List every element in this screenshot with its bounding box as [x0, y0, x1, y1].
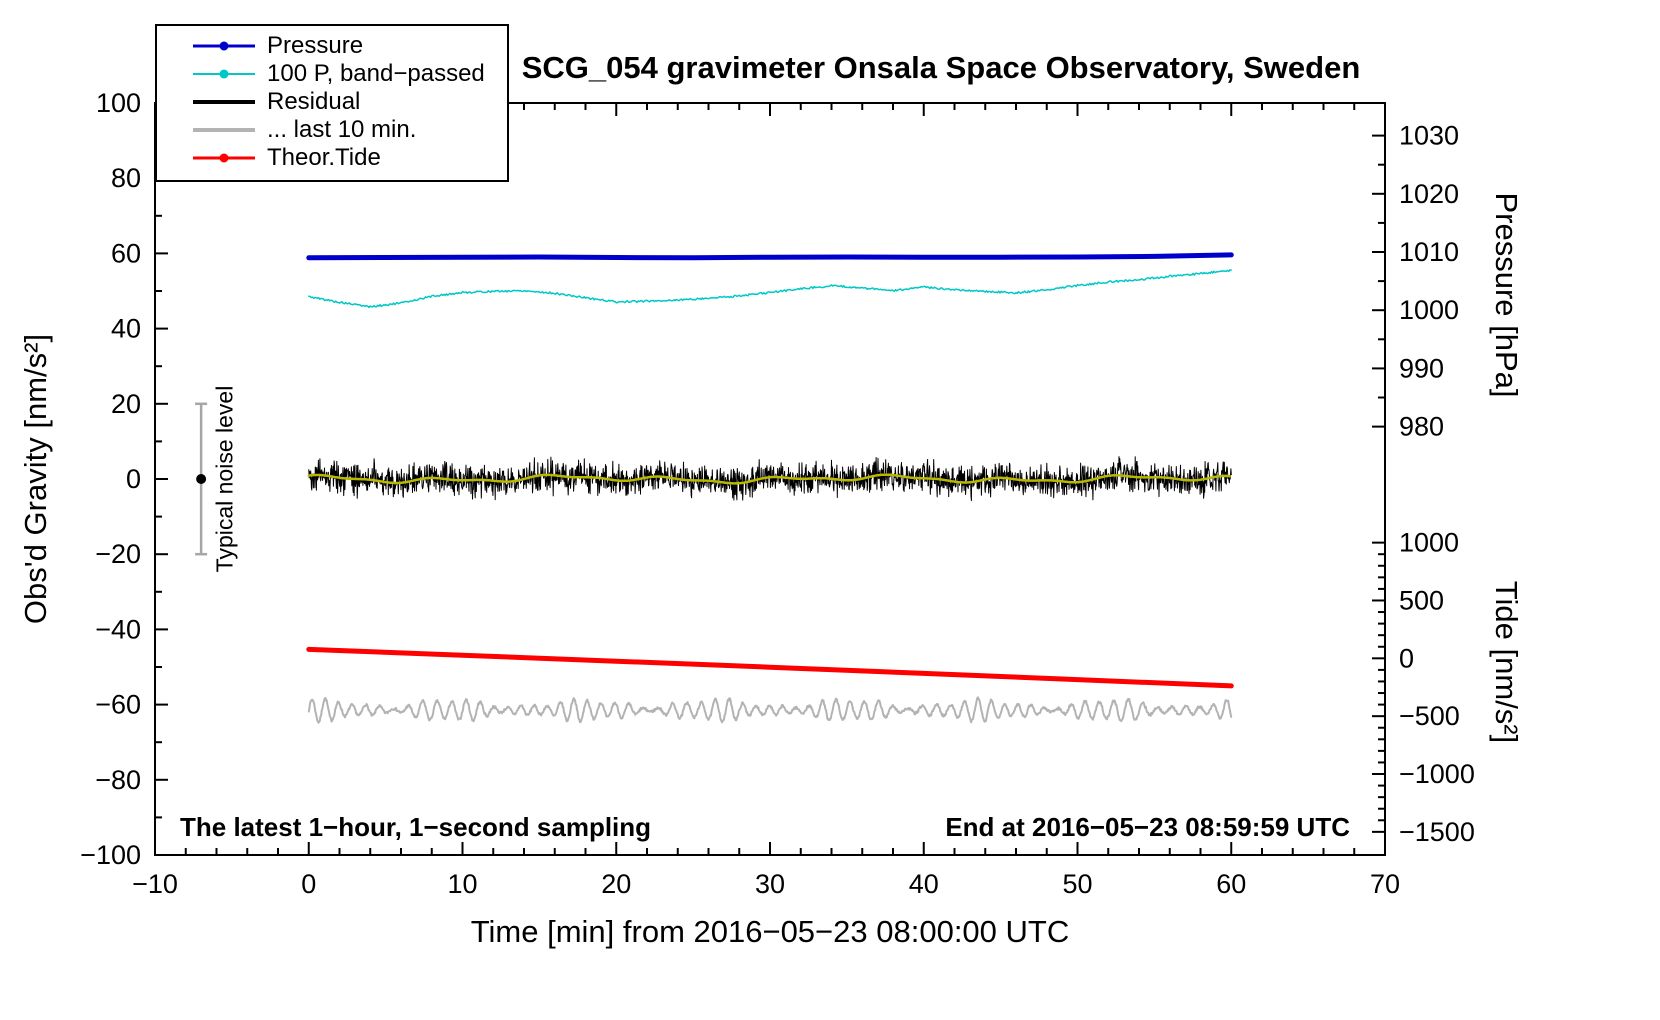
- legend-item-label: Pressure: [267, 32, 364, 59]
- tick-label: 60: [1216, 869, 1246, 899]
- tick-label: 980: [1399, 412, 1444, 442]
- tick-label: −1500: [1399, 817, 1475, 847]
- tick-label: 60: [111, 238, 141, 268]
- tick-label: 1000: [1399, 295, 1459, 325]
- legend-item: Residual: [157, 88, 507, 116]
- tick-label: 20: [111, 389, 141, 419]
- legend-marker-icon: [193, 153, 255, 163]
- tick-label: 0: [301, 869, 316, 899]
- tick-label: −10: [132, 869, 178, 899]
- tick-label: 0: [126, 464, 141, 494]
- x-axis-label: Time [min] from 2016−05−23 08:00:00 UTC: [470, 914, 1070, 949]
- y-axis-label-tide: Tide [nm/s²]: [1489, 580, 1524, 744]
- legend-marker-icon: [193, 100, 255, 104]
- tick-label: 1000: [1399, 528, 1459, 558]
- series-band-passed: [308, 269, 1232, 309]
- tick-label: 1010: [1399, 237, 1459, 267]
- tick-label: 40: [111, 314, 141, 344]
- legend-item-label: Theor.Tide: [267, 144, 381, 171]
- series-residual-last10: [307, 696, 1233, 724]
- tick-label: 70: [1370, 869, 1400, 899]
- series-pressure: [306, 252, 1234, 261]
- tick-label: −60: [95, 690, 141, 720]
- series-residual-smoothed: [307, 473, 1231, 485]
- tick-label: −80: [95, 765, 141, 795]
- series-theor-tide: [306, 646, 1234, 689]
- legend-item-label: Residual: [267, 88, 361, 115]
- legend: Pressure 100 P, band−passed Residual... la…: [155, 24, 509, 182]
- y-axis-label-pressure: Pressure [hPa]: [1489, 192, 1524, 398]
- legend-marker-icon: [193, 128, 255, 132]
- typical-noise-level-bar: [195, 402, 208, 556]
- legend-item: ... last 10 min.: [157, 116, 507, 144]
- series-residual: [308, 456, 1232, 502]
- tick-label: −500: [1399, 701, 1460, 731]
- tick-label: −40: [95, 614, 141, 644]
- legend-item: Pressure: [157, 32, 507, 60]
- tick-label: −20: [95, 539, 141, 569]
- tick-label: 80: [111, 163, 141, 193]
- tick-label: 500: [1399, 585, 1444, 615]
- noise-level-label: Typical noise level: [211, 385, 238, 573]
- legend-item-label: 100 P, band−passed: [267, 60, 485, 87]
- y-axis-label-gravity: Obs'd Gravity [nm/s²]: [18, 333, 53, 625]
- chart-title: SCG_054 gravimeter Onsala Space Observat…: [521, 50, 1361, 85]
- tick-label: 100: [96, 88, 141, 118]
- tick-label: 0: [1399, 643, 1414, 673]
- tick-label: 50: [1062, 869, 1092, 899]
- tick-label: 1030: [1399, 121, 1459, 151]
- legend-item: Theor.Tide: [157, 144, 507, 172]
- tick-label: 40: [909, 869, 939, 899]
- legend-marker-icon: [193, 69, 255, 79]
- tick-label: 30: [755, 869, 785, 899]
- sampling-note: The latest 1−hour, 1−second sampling: [180, 812, 652, 842]
- legend-item: 100 P, band−passed: [157, 60, 507, 88]
- tick-label: 1020: [1399, 179, 1459, 209]
- end-time-note: End at 2016−05−23 08:59:59 UTC: [945, 812, 1350, 842]
- legend-item-label: ... last 10 min.: [267, 116, 417, 143]
- tick-label: 10: [447, 869, 477, 899]
- tick-label: −1000: [1399, 759, 1475, 789]
- tick-label: 990: [1399, 353, 1444, 383]
- tick-label: 20: [601, 869, 631, 899]
- legend-marker-icon: [193, 41, 255, 51]
- tick-label: −100: [80, 840, 141, 870]
